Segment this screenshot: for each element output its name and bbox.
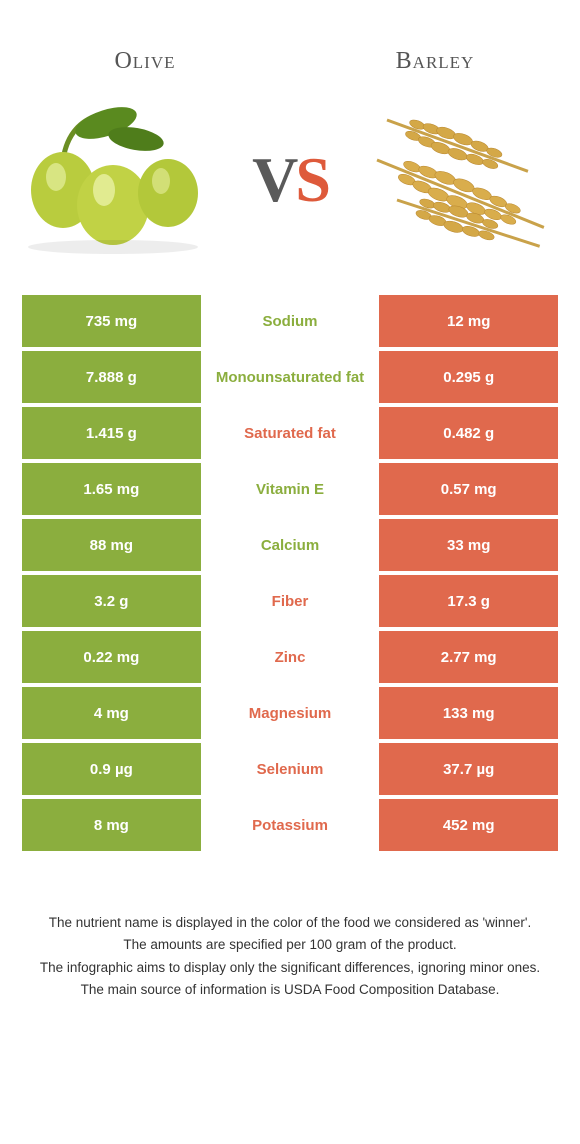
value-right: 0.482 g xyxy=(379,407,558,459)
nutrient-row: 1.65 mgVitamin E0.57 mg xyxy=(22,463,558,515)
value-right: 33 mg xyxy=(379,519,558,571)
value-right: 452 mg xyxy=(379,799,558,851)
nutrient-row: 0.22 mgZinc2.77 mg xyxy=(22,631,558,683)
nutrient-row: 4 mgMagnesium133 mg xyxy=(22,687,558,739)
value-right: 37.7 µg xyxy=(379,743,558,795)
value-left: 4 mg xyxy=(22,687,201,739)
value-left: 1.65 mg xyxy=(22,463,201,515)
food-title-left: Olive xyxy=(0,48,290,75)
footer-notes: The nutrient name is displayed in the co… xyxy=(0,855,580,1000)
footer-line: The amounts are specified per 100 gram o… xyxy=(30,935,550,955)
nutrient-label: Calcium xyxy=(201,519,380,571)
nutrient-label: Potassium xyxy=(201,799,380,851)
footer-line: The nutrient name is displayed in the co… xyxy=(30,913,550,933)
nutrient-label: Vitamin E xyxy=(201,463,380,515)
nutrient-row: 7.888 gMonounsaturated fat0.295 g xyxy=(22,351,558,403)
nutrient-label: Magnesium xyxy=(201,687,380,739)
value-left: 735 mg xyxy=(22,295,201,347)
nutrient-row: 1.415 gSaturated fat0.482 g xyxy=(22,407,558,459)
nutrient-label: Sodium xyxy=(201,295,380,347)
infographic: Olive Barley VS xyxy=(0,0,580,1144)
nutrient-label: Saturated fat xyxy=(201,407,380,459)
hero-row: VS xyxy=(0,75,580,295)
value-right: 133 mg xyxy=(379,687,558,739)
value-left: 0.22 mg xyxy=(22,631,201,683)
footer-line: The main source of information is USDA F… xyxy=(30,980,550,1000)
nutrient-row: 0.9 µgSelenium37.7 µg xyxy=(22,743,558,795)
value-left: 88 mg xyxy=(22,519,201,571)
value-right: 0.295 g xyxy=(379,351,558,403)
nutrient-label: Selenium xyxy=(201,743,380,795)
value-left: 3.2 g xyxy=(22,575,201,627)
nutrient-label: Zinc xyxy=(201,631,380,683)
vs-v: V xyxy=(252,144,295,215)
nutrient-row: 88 mgCalcium33 mg xyxy=(22,519,558,571)
value-right: 0.57 mg xyxy=(379,463,558,515)
olive-image xyxy=(8,105,218,255)
footer-line: The infographic aims to display only the… xyxy=(30,958,550,978)
food-title-right: Barley xyxy=(290,48,580,75)
nutrient-row: 3.2 gFiber17.3 g xyxy=(22,575,558,627)
vs-label: VS xyxy=(252,143,328,217)
value-left: 8 mg xyxy=(22,799,201,851)
value-left: 7.888 g xyxy=(22,351,201,403)
nutrient-label: Fiber xyxy=(201,575,380,627)
nutrient-row: 735 mgSodium12 mg xyxy=(22,295,558,347)
nutrient-label: Monounsaturated fat xyxy=(201,351,380,403)
value-right: 17.3 g xyxy=(379,575,558,627)
header: Olive Barley xyxy=(0,0,580,75)
value-left: 1.415 g xyxy=(22,407,201,459)
vs-s: S xyxy=(295,144,328,215)
value-right: 12 mg xyxy=(379,295,558,347)
value-right: 2.77 mg xyxy=(379,631,558,683)
nutrient-table: 735 mgSodium12 mg7.888 gMonounsaturated … xyxy=(22,295,558,851)
nutrient-row: 8 mgPotassium452 mg xyxy=(22,799,558,851)
barley-image xyxy=(362,105,572,255)
value-left: 0.9 µg xyxy=(22,743,201,795)
